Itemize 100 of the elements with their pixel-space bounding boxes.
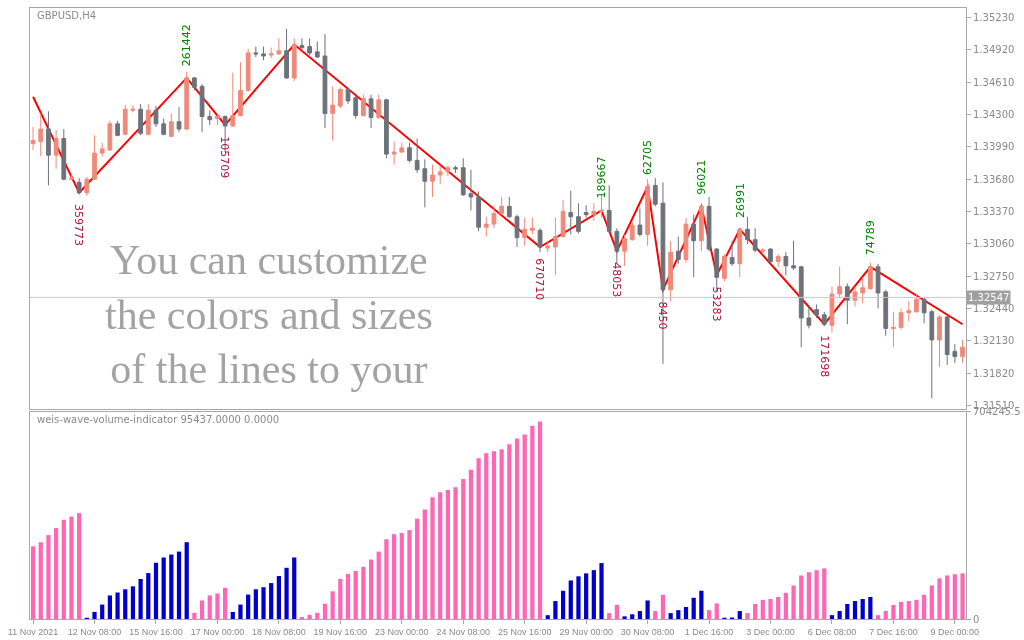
candlestick xyxy=(867,262,873,291)
bar xyxy=(46,535,51,619)
x-tick-label: 7 Dec 16:00 xyxy=(869,626,918,637)
candlestick xyxy=(30,126,36,151)
bar xyxy=(537,421,543,619)
bar xyxy=(292,557,297,619)
x-tick-label: 9 Dec 00:00 xyxy=(930,626,980,637)
candlestick xyxy=(798,265,804,348)
bar xyxy=(799,575,804,619)
y-tick-label: 1.33370 xyxy=(973,206,1015,218)
candlestick xyxy=(529,217,535,235)
bar xyxy=(361,566,366,619)
candlestick xyxy=(553,217,558,276)
candlestick xyxy=(46,110,51,186)
candlestick xyxy=(192,76,197,91)
bar xyxy=(614,604,619,619)
bar xyxy=(745,613,750,619)
x-tick-label: 1 Dec 16:00 xyxy=(684,626,734,637)
candlestick xyxy=(944,315,950,366)
annotation: 359773 xyxy=(72,203,86,246)
bar xyxy=(783,592,788,619)
y-tick-label: 1.34300 xyxy=(973,108,1015,120)
candlestick xyxy=(906,300,912,322)
y-tick-label: 0 xyxy=(973,613,980,625)
candlestick xyxy=(921,296,927,324)
annotation: 189667 xyxy=(595,156,609,199)
bar xyxy=(215,593,220,619)
candlestick xyxy=(560,199,566,239)
annotation: You can customize the colors and sizes of the lines to your xyxy=(105,237,433,393)
bar xyxy=(560,590,566,619)
bar xyxy=(153,562,159,619)
bar xyxy=(315,612,320,619)
candlestick xyxy=(84,176,90,197)
bar xyxy=(207,595,212,619)
candlestick xyxy=(952,343,958,364)
bar xyxy=(822,568,827,619)
x-tick-label: 3 Dec 00:00 xyxy=(746,626,795,637)
bar xyxy=(491,451,497,619)
bar xyxy=(338,578,343,619)
bar xyxy=(100,604,105,619)
candlestick xyxy=(430,164,435,198)
candlestick xyxy=(545,240,551,253)
bar xyxy=(415,518,420,619)
bar xyxy=(330,591,335,619)
bar xyxy=(906,601,911,619)
ref-line-label: 1.32547 xyxy=(968,292,1010,303)
annotation: 105709 xyxy=(218,136,232,179)
bar xyxy=(345,573,351,619)
candlestick xyxy=(898,308,904,330)
candlestick xyxy=(253,46,259,58)
candlestick xyxy=(291,37,297,82)
candlestick xyxy=(960,339,965,364)
annotation: 8450 xyxy=(656,301,670,330)
candlestick xyxy=(722,253,727,282)
candlestick xyxy=(914,293,919,314)
bar xyxy=(123,589,128,619)
bar xyxy=(54,528,59,619)
bar xyxy=(914,599,919,619)
bar xyxy=(61,519,66,619)
candlestick xyxy=(207,109,213,126)
candlestick xyxy=(107,120,113,152)
bar xyxy=(522,434,527,619)
candlestick xyxy=(929,309,935,399)
y-tick-label: 1.32130 xyxy=(973,335,1015,347)
candlestick xyxy=(691,214,697,278)
bar xyxy=(445,490,450,619)
candlestick xyxy=(698,204,704,252)
candlestick xyxy=(522,217,528,247)
bar xyxy=(653,611,658,619)
candlestick xyxy=(437,165,443,185)
y-tick-label: 1.32440 xyxy=(973,303,1015,315)
chart-title: weis-wave-volume-indicator 95437.0000 0.0000 xyxy=(37,414,280,425)
bar xyxy=(568,580,573,619)
bar xyxy=(69,516,74,619)
y-tick-label: 1.33680 xyxy=(973,173,1015,185)
bar xyxy=(30,546,36,619)
candlestick xyxy=(391,141,397,166)
y-tick-label: 1.33990 xyxy=(973,141,1015,153)
candlestick xyxy=(576,202,581,234)
y-tick-label: 1.35230 xyxy=(973,11,1015,23)
x-tick-label: 29 Nov 00:00 xyxy=(559,626,613,637)
candlestick xyxy=(537,227,543,253)
bar xyxy=(253,589,258,619)
candlestick xyxy=(245,48,251,92)
x-tick-label: 12 Nov 08:00 xyxy=(67,626,122,637)
bar xyxy=(146,573,151,619)
candlestick xyxy=(506,196,512,219)
candlestick xyxy=(775,253,781,268)
bar xyxy=(92,611,97,619)
candlestick xyxy=(122,104,128,136)
bar xyxy=(737,611,742,619)
candlestick xyxy=(891,311,896,348)
candlestick xyxy=(568,190,574,235)
candlestick xyxy=(875,263,881,310)
bar xyxy=(276,576,281,619)
candlestick xyxy=(683,217,689,264)
candlestick xyxy=(791,240,796,271)
candlestick xyxy=(937,314,942,368)
y-tick-label: 1.33060 xyxy=(973,238,1015,250)
candlestick xyxy=(92,134,97,181)
